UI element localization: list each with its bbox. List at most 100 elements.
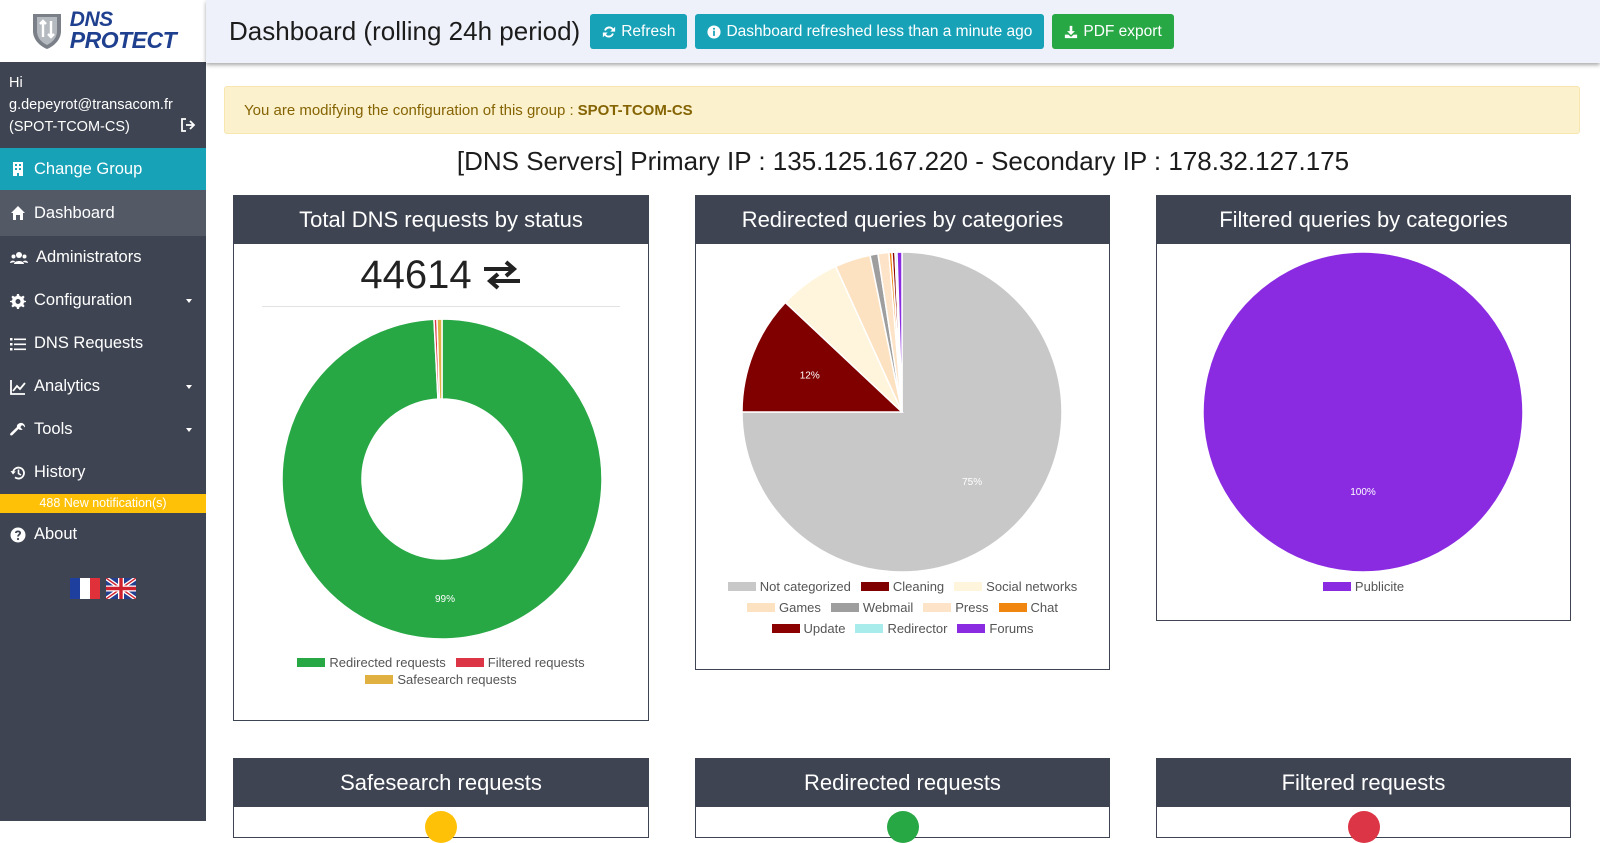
- legend-label: Cleaning: [892, 579, 945, 594]
- legend-item[interactable]: Webmail: [830, 600, 914, 615]
- filtered-categories-legend: Publicite: [1157, 579, 1570, 594]
- pdf-export-button[interactable]: PDF export: [1052, 14, 1174, 49]
- refresh-label: Refresh: [621, 22, 676, 40]
- legend-item[interactable]: Games: [747, 600, 821, 615]
- logout-icon[interactable]: [180, 118, 196, 132]
- legend-item[interactable]: Press: [923, 600, 989, 615]
- pie-slice-safesearch-requests[interactable]: [436, 318, 443, 400]
- legend-item[interactable]: Chat: [998, 600, 1058, 615]
- legend-label: Filtered requests: [487, 655, 585, 670]
- sidebar: DNS PROTECT Hi g.depeyrot@transacom.fr (…: [0, 0, 206, 821]
- legend-swatch: [771, 624, 800, 633]
- legend-item[interactable]: Redirector: [855, 621, 947, 636]
- legend-swatch: [923, 603, 952, 612]
- pie-slice-forums[interactable]: [896, 251, 903, 413]
- card-title: Safesearch requests: [234, 759, 648, 807]
- legend-label: Games: [779, 600, 821, 615]
- legend-swatch: [727, 582, 756, 591]
- pie-data-label: 100%: [1350, 487, 1376, 498]
- filtered-categories-card: Filtered queries by categories 100% Publ…: [1156, 195, 1571, 621]
- logo[interactable]: DNS PROTECT: [0, 0, 206, 62]
- sidebar-item-about[interactable]: About: [0, 513, 206, 556]
- redirected-categories-card: Redirected queries by categories 75% 12% …: [695, 195, 1110, 670]
- chevron-down-icon: [186, 299, 192, 303]
- question-circle-icon: [10, 527, 26, 542]
- legend-item[interactable]: Social networks: [954, 579, 1077, 594]
- change-group-button[interactable]: Change Group: [0, 148, 206, 190]
- sidebar-item-label: Configuration: [34, 291, 133, 309]
- legend-item[interactable]: Publicite: [1322, 579, 1405, 594]
- legend-label: Webmail: [862, 600, 914, 615]
- sidebar-item-administrators[interactable]: Administrators: [0, 236, 206, 279]
- legend-swatch: [954, 582, 983, 591]
- gear-icon: [10, 293, 26, 309]
- greeting: Hi: [9, 75, 23, 91]
- legend-swatch: [860, 582, 889, 591]
- dns-servers-title: [DNS Servers] Primary IP : 135.125.167.2…: [456, 146, 1350, 176]
- status-legend: Redirected requests Filtered requests Safe…: [234, 655, 648, 687]
- sidebar-item-history[interactable]: History: [0, 451, 206, 494]
- pie-slice-publicite[interactable]: [1202, 251, 1524, 573]
- notification-badge[interactable]: 488 New notification(s): [0, 494, 206, 513]
- legend-label: Update: [803, 621, 846, 636]
- sidebar-item-label: About: [34, 525, 78, 543]
- legend-item[interactable]: Filtered requests: [455, 655, 585, 670]
- legend-label: Publicite: [1354, 579, 1405, 594]
- legend-label: Chat: [1030, 600, 1058, 615]
- legend-item[interactable]: Update: [771, 621, 846, 636]
- pie-slice-cleaning[interactable]: [741, 301, 904, 413]
- card-title: Filtered queries by categories: [1157, 196, 1570, 244]
- refresh-icon: [603, 25, 616, 38]
- sidebar-item-tools[interactable]: Tools: [0, 408, 206, 451]
- legend-item[interactable]: Forums: [957, 621, 1033, 636]
- legend-item[interactable]: Cleaning: [860, 579, 945, 594]
- users-icon: [10, 251, 28, 264]
- sidebar-item-dns-requests[interactable]: DNS Requests: [0, 322, 206, 365]
- language-selector: [0, 578, 206, 599]
- legend-label: Press: [955, 600, 989, 615]
- home-icon: [11, 206, 25, 220]
- pie-data-label: 99%: [435, 594, 455, 605]
- sidebar-item-dashboard[interactable]: Dashboard: [0, 190, 206, 236]
- card-title: Total DNS requests by status: [234, 196, 648, 244]
- legend-label: Social networks: [986, 579, 1078, 594]
- user-info: Hi g.depeyrot@transacom.fr (SPOT-TCOM-CS…: [0, 62, 206, 148]
- filtered-status-icon: [1347, 811, 1380, 843]
- legend-item[interactable]: Safesearch requests: [365, 672, 517, 687]
- redirected-categories-pie-chart: 75% 12%: [741, 251, 1063, 573]
- legend-swatch: [455, 658, 484, 667]
- legend-item[interactable]: Not categorized: [727, 579, 851, 594]
- legend-swatch: [830, 603, 859, 612]
- legend-swatch: [297, 658, 326, 667]
- french-flag-icon[interactable]: [70, 578, 100, 599]
- sidebar-item-label: Dashboard: [34, 203, 115, 222]
- card-title: Redirected requests: [696, 759, 1109, 807]
- card-title: Filtered requests: [1157, 759, 1570, 807]
- legend-label: Safesearch requests: [397, 672, 517, 687]
- legend-label: Not categorized: [759, 579, 851, 594]
- sidebar-item-analytics[interactable]: Analytics: [0, 365, 206, 408]
- refresh-status-badge: Dashboard refreshed less than a minute a…: [695, 14, 1045, 49]
- legend-item[interactable]: Redirected requests: [297, 655, 446, 670]
- sidebar-item-label: Tools: [34, 420, 73, 438]
- pie-slice-redirected-requests[interactable]: [281, 318, 603, 640]
- refresh-button[interactable]: Refresh: [590, 14, 688, 49]
- sidebar-item-label: History: [34, 463, 86, 481]
- download-icon: [1065, 25, 1078, 38]
- header: Dashboard (rolling 24h period) Refresh D…: [206, 0, 1600, 63]
- filtered-requests-card: Filtered requests: [1156, 758, 1571, 843]
- divider: [262, 306, 620, 307]
- uk-flag-icon[interactable]: [106, 578, 136, 599]
- legend-label: Forums: [989, 621, 1034, 636]
- total-requests-card: Total DNS requests by status 44614 99% R…: [233, 195, 649, 721]
- legend-swatch: [747, 603, 776, 612]
- wrench-icon: [10, 422, 26, 436]
- status-doughnut-chart: 99%: [281, 318, 603, 640]
- redirected-categories-legend: Not categorized Cleaning Social networks Ga…: [696, 579, 1109, 636]
- sidebar-item-label: Administrators: [36, 248, 142, 266]
- sidebar-item-configuration[interactable]: Configuration: [0, 279, 206, 322]
- shield-logo-icon: [32, 14, 61, 49]
- sidebar-item-label: DNS Requests: [34, 334, 144, 352]
- pie-data-label: 75%: [962, 477, 982, 488]
- chevron-down-icon: [186, 428, 192, 432]
